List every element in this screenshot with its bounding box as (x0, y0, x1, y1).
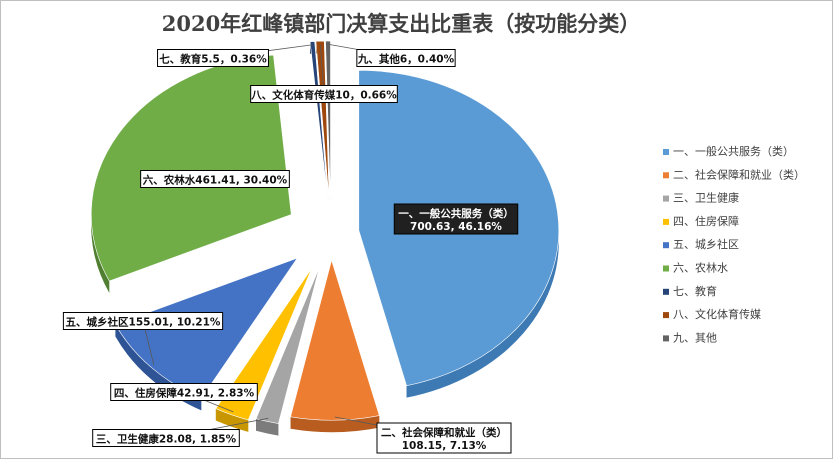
pie-slice-4 (215, 268, 313, 421)
legend-label-7: 七、教育 (673, 284, 717, 298)
data-label-1: 700.63, 46.16% (410, 221, 502, 233)
legend-swatch-3 (663, 195, 669, 202)
data-label-5: 五、城乡社区155.01, 10.21% (66, 316, 221, 329)
legend-label-8: 八、文化体育传媒 (673, 307, 761, 321)
data-label-3: 三、卫生健康28.08, 1.85% (96, 433, 237, 446)
data-label-box-7 (157, 49, 269, 67)
pie-slice-3 (255, 266, 320, 424)
chart-title: 2020年红峰镇部门决算支出比重表（按功能分类） (162, 11, 640, 36)
legend-swatch-5 (663, 242, 669, 249)
legend-swatch-7 (663, 288, 669, 295)
data-label-box-9 (356, 49, 456, 67)
legend-label-9: 九、其他 (673, 331, 717, 344)
data-label-box-8 (250, 85, 398, 103)
data-label-box-4 (110, 383, 258, 401)
data-label-box-2 (376, 422, 512, 454)
legend-label-4: 四、住房保障 (673, 214, 739, 228)
pie-slice-8 (315, 40, 330, 202)
pie-slice-2 (290, 259, 380, 421)
legend-swatch-2 (663, 172, 669, 179)
data-label-9: 九、其他6，0.40% (357, 53, 455, 66)
legend-swatch-1 (663, 149, 669, 155)
data-label-6: 六、农林水461.41, 30.40% (143, 174, 288, 187)
legend-label-5: 五、城乡社区 (673, 237, 739, 251)
data-label-box-5 (62, 312, 224, 330)
legend-swatch-8 (663, 312, 669, 319)
legend-label-1: 一、一般公共服务（类） (673, 144, 794, 158)
data-label-box-3 (92, 429, 240, 447)
pie-slice-side-3 (256, 418, 279, 436)
legend-swatch-6 (663, 265, 669, 272)
data-label-7: 七、教育5.5，0.36% (159, 53, 267, 66)
legend-label-2: 二、社会保障和就业（类） (673, 167, 805, 181)
legend-label-6: 六、农林水 (673, 261, 728, 275)
legend: 一、一般公共服务（类） 二、社会保障和就业（类） 三、卫生健康四、住房保障五、城乡社… (663, 144, 805, 344)
data-labels: 一、一般公共服务（类）700.63, 46.16% 二、社会保障和就业（类）108… (62, 49, 519, 454)
data-label-box-6 (140, 170, 290, 188)
pie-slice-side-4 (215, 408, 249, 432)
data-label-2: 108.15, 7.13% (402, 440, 487, 452)
pie-slice-7 (309, 41, 329, 202)
data-label-2: 二、社会保障和就业（类） (381, 426, 507, 439)
data-label-8: 八、文化体育传媒10，0.66% (250, 89, 397, 102)
data-label-1: 一、一般公共服务（类） (398, 207, 514, 220)
data-label-4: 四、住房保障42.91, 2.83% (114, 387, 255, 400)
legend-swatch-9 (663, 335, 669, 342)
legend-swatch-4 (663, 218, 669, 225)
pie-slice-9 (325, 40, 331, 202)
legend-label-3: 三、卫生健康 (673, 191, 739, 205)
data-label-box-1 (393, 203, 519, 235)
